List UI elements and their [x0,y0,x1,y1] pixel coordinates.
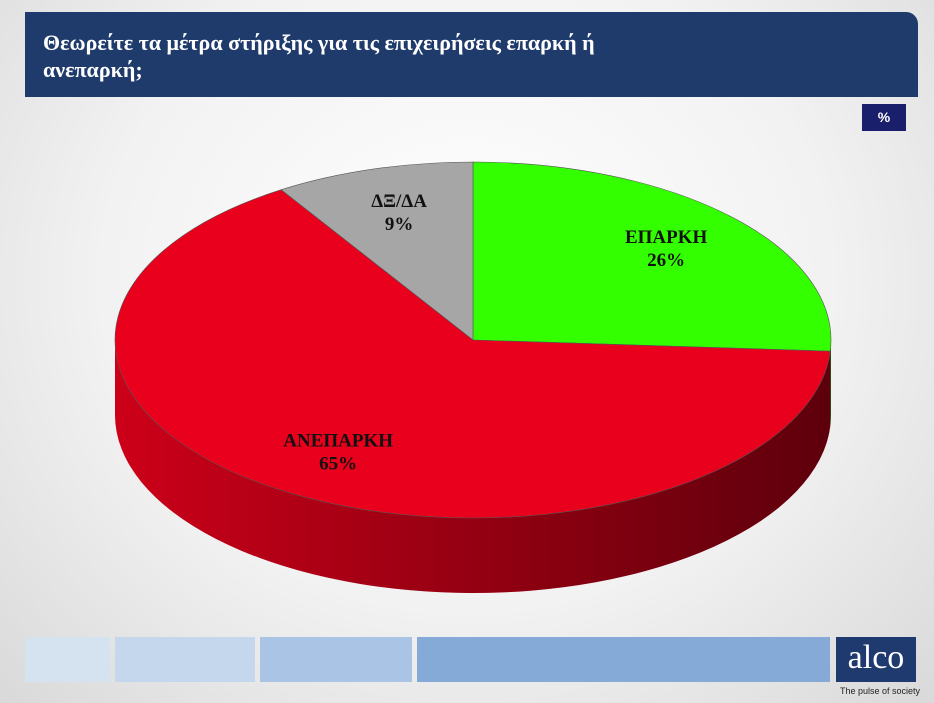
pie-slice [472,161,832,352]
pie-slice [280,161,474,341]
slice-label: ΔΞ/ΔΑ [371,191,427,212]
chart-title: Θεωρείτε τα μέτρα στήριξης για τις επιχε… [43,30,595,82]
tagline: The pulse of society [840,686,921,696]
value-label: 26% [647,250,685,271]
footer-bar [260,637,412,682]
footer-bar [115,637,255,682]
slice-label: ΑΝΕΠΑΡΚΗ [283,431,393,452]
logo: alco [836,637,916,682]
slice-label: ΕΠΑΡΚΗ [625,227,708,248]
footer-bar [25,637,110,682]
value-label: 9% [385,214,414,235]
footer-bar [417,637,830,682]
unit-badge: % [862,104,906,131]
pie-slice [114,189,831,519]
side-shade [115,340,831,593]
title-bar: Θεωρείτε τα μέτρα στήριξης για τις επιχε… [25,12,918,97]
value-label: 65% [319,454,357,475]
